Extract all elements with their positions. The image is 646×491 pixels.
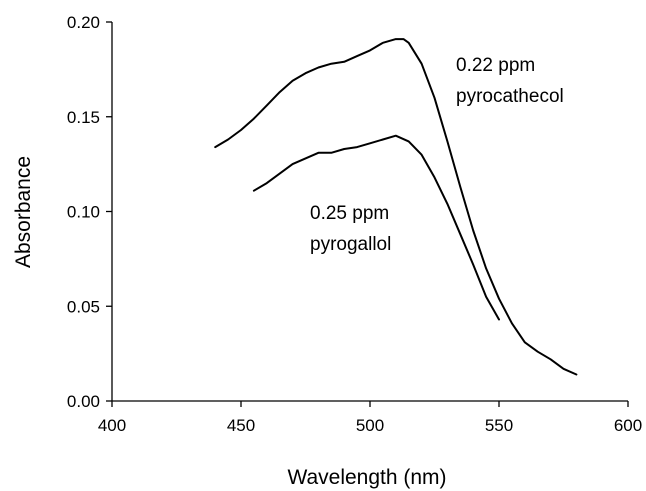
annotation-pyrocathecol-concentration: 0.22 ppm — [456, 55, 535, 76]
annotation-pyrocathecol-name: pyrocathecol — [456, 86, 564, 107]
y-tick-label: 0.10 — [67, 203, 100, 222]
y-tick-label: 0.15 — [67, 108, 100, 127]
x-tick-label: 400 — [98, 416, 126, 435]
x-tick-label: 500 — [356, 416, 384, 435]
x-axis-ticks: 400 450 500 550 600 — [98, 401, 642, 435]
y-tick-label: 0.00 — [67, 392, 100, 411]
x-tick-label: 450 — [227, 416, 255, 435]
annotation-pyrogallol-concentration: 0.25 ppm — [310, 203, 389, 224]
x-tick-label: 600 — [614, 416, 642, 435]
annotation-pyrogallol-name: pyrogallol — [310, 234, 391, 255]
x-tick-label: 550 — [485, 416, 513, 435]
y-tick-label: 0.20 — [67, 13, 100, 32]
y-axis-ticks: 0.00 0.05 0.10 0.15 0.20 — [67, 13, 112, 411]
series-group — [214, 38, 578, 376]
y-tick-label: 0.05 — [67, 297, 100, 316]
series-line-0 — [214, 38, 578, 376]
y-axis-title: Absorbance — [12, 156, 35, 268]
series-line-1 — [252, 134, 500, 321]
x-axis-title: Wavelength (nm) — [287, 466, 446, 489]
